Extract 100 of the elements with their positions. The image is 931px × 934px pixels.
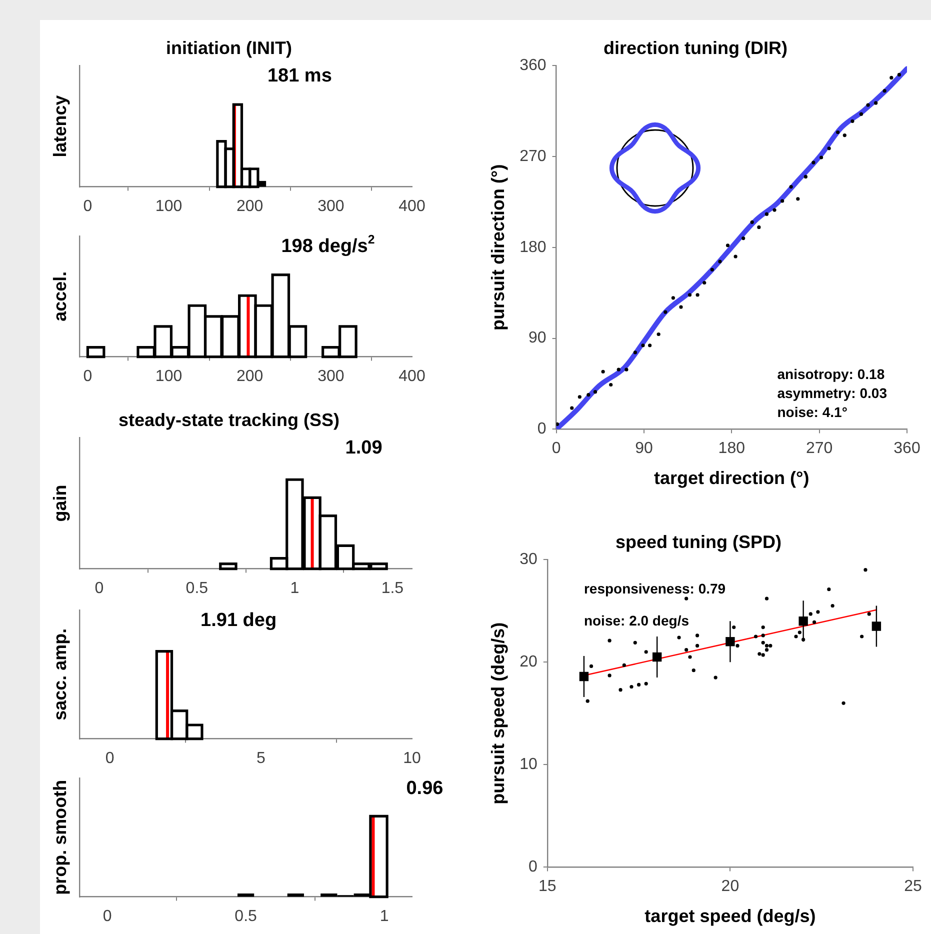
y-axis-title: gain xyxy=(50,484,70,522)
point xyxy=(842,701,846,705)
point xyxy=(636,682,641,686)
point xyxy=(618,688,622,692)
point xyxy=(764,648,769,652)
point xyxy=(677,636,681,640)
x-tick-label: 270 xyxy=(806,440,833,458)
point xyxy=(586,699,590,703)
ref-line-label: 181 ms xyxy=(267,66,332,87)
y-tick-label: 270 xyxy=(520,148,546,165)
point xyxy=(794,634,798,638)
y-tick-label: 90 xyxy=(528,330,546,347)
x-tick-label: 300 xyxy=(318,368,344,385)
point xyxy=(750,220,754,224)
point xyxy=(761,634,765,638)
annotation: noise: 2.0 deg/s xyxy=(584,612,690,629)
y-tick-label: 180 xyxy=(520,238,546,256)
point xyxy=(890,76,894,80)
bar xyxy=(219,562,238,570)
point xyxy=(589,664,594,668)
ref-line-label: 0.96 xyxy=(406,778,444,799)
annotation: responsiveness: 0.79 xyxy=(584,580,726,597)
x-tick-label: 1 xyxy=(290,580,300,597)
point xyxy=(641,344,645,348)
point xyxy=(633,640,637,644)
point xyxy=(695,644,700,648)
x-axis-title: target speed (deg/s) xyxy=(644,906,816,926)
point xyxy=(758,652,762,656)
y-tick-label: 0 xyxy=(537,420,546,438)
point xyxy=(819,156,824,160)
point xyxy=(718,260,722,264)
point xyxy=(671,296,675,300)
point xyxy=(827,588,831,592)
point xyxy=(630,684,634,689)
point xyxy=(736,644,740,648)
point xyxy=(633,350,638,354)
x-tick-label: 90 xyxy=(635,440,653,458)
point xyxy=(761,653,765,657)
point xyxy=(664,310,668,314)
x-tick-label: 0.5 xyxy=(186,580,208,597)
chart-title: speed tuning (SPD) xyxy=(616,532,782,552)
y-tick-label: 0 xyxy=(528,858,538,876)
point xyxy=(648,344,652,348)
point xyxy=(842,133,846,138)
point xyxy=(692,668,696,672)
x-tick-label: 25 xyxy=(904,878,922,896)
point xyxy=(656,332,660,336)
x-tick-label: 0 xyxy=(94,580,104,597)
point xyxy=(812,620,816,624)
chart-title: steady-state tracking (SS) xyxy=(118,410,340,430)
point xyxy=(710,268,714,272)
point xyxy=(624,368,628,372)
point xyxy=(772,208,776,212)
point xyxy=(872,622,882,631)
x-tick-label: 1 xyxy=(380,908,389,925)
x-tick-label: 100 xyxy=(155,198,182,215)
point xyxy=(867,612,871,616)
x-tick-label: 200 xyxy=(236,368,264,385)
annotation: anisotropy: 0.18 xyxy=(777,366,885,382)
point xyxy=(761,640,765,644)
point xyxy=(804,174,808,178)
point xyxy=(764,212,769,216)
x-tick-label: 400 xyxy=(398,368,426,385)
point xyxy=(609,382,613,387)
point xyxy=(866,103,870,107)
point xyxy=(860,634,864,638)
point xyxy=(850,119,854,123)
annotation: noise: 4.1° xyxy=(777,404,848,420)
point xyxy=(859,112,864,116)
x-tick-label: 360 xyxy=(894,440,920,458)
point xyxy=(796,197,800,201)
point xyxy=(688,293,692,297)
y-axis-title: sacc. amp. xyxy=(50,628,70,720)
point xyxy=(764,644,769,648)
point xyxy=(864,568,868,572)
point xyxy=(702,280,706,285)
x-tick-label: 5 xyxy=(256,750,266,767)
point xyxy=(734,254,738,258)
x-tick-label: 0 xyxy=(83,368,92,385)
point xyxy=(684,648,688,652)
point xyxy=(836,130,840,134)
point xyxy=(622,663,626,668)
y-tick-label: 30 xyxy=(520,551,538,568)
point xyxy=(742,236,746,240)
point xyxy=(684,596,688,600)
chart-title: initiation (INIT) xyxy=(166,38,292,58)
point xyxy=(601,370,605,374)
point xyxy=(616,368,620,372)
y-axis-title: prop. smooth xyxy=(50,780,70,895)
point xyxy=(586,393,590,397)
point xyxy=(714,676,718,680)
bar xyxy=(86,346,106,358)
point xyxy=(578,395,582,399)
point xyxy=(780,199,784,203)
point xyxy=(764,596,769,600)
point xyxy=(768,644,772,648)
point xyxy=(593,390,598,394)
ref-line-label: 1.91 deg xyxy=(200,610,277,631)
x-tick-label: 0 xyxy=(83,198,92,215)
point xyxy=(882,89,886,93)
